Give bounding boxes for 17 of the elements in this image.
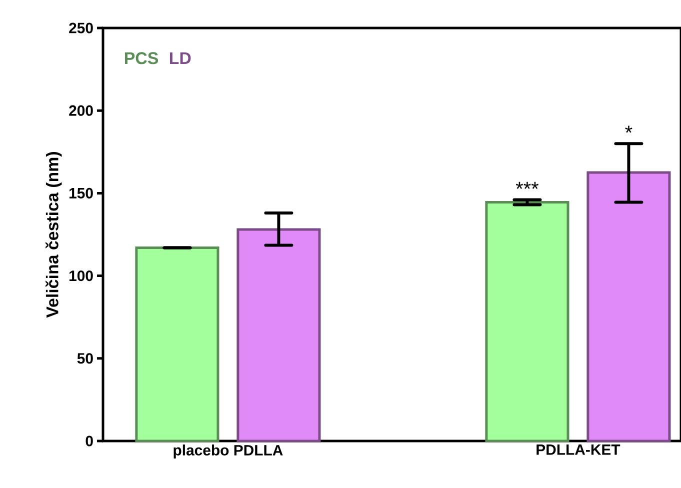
- y-tick-label: 150: [70, 188, 93, 198]
- text: PCS: [125, 52, 158, 64]
- y-tick-label: 200: [69, 105, 93, 116]
- y-axis-title: Veličina čestica (nm): [46, 152, 62, 318]
- text: LD: [170, 52, 191, 64]
- annotation: *: [625, 126, 632, 133]
- bar: [135, 246, 220, 442]
- annotation: ***: [516, 182, 539, 189]
- y-tick-label: 0: [86, 436, 93, 446]
- y-tick-label: 50: [77, 353, 93, 364]
- y-tick-label: 100: [70, 270, 93, 282]
- y-tick-label: 250: [69, 22, 93, 34]
- x-tick-label: PDLLA-KET: [536, 444, 620, 455]
- bar: [236, 228, 321, 442]
- bar: [485, 201, 570, 442]
- bar: [586, 171, 671, 442]
- x-tick-label: placebo PDLLA: [174, 444, 283, 458]
